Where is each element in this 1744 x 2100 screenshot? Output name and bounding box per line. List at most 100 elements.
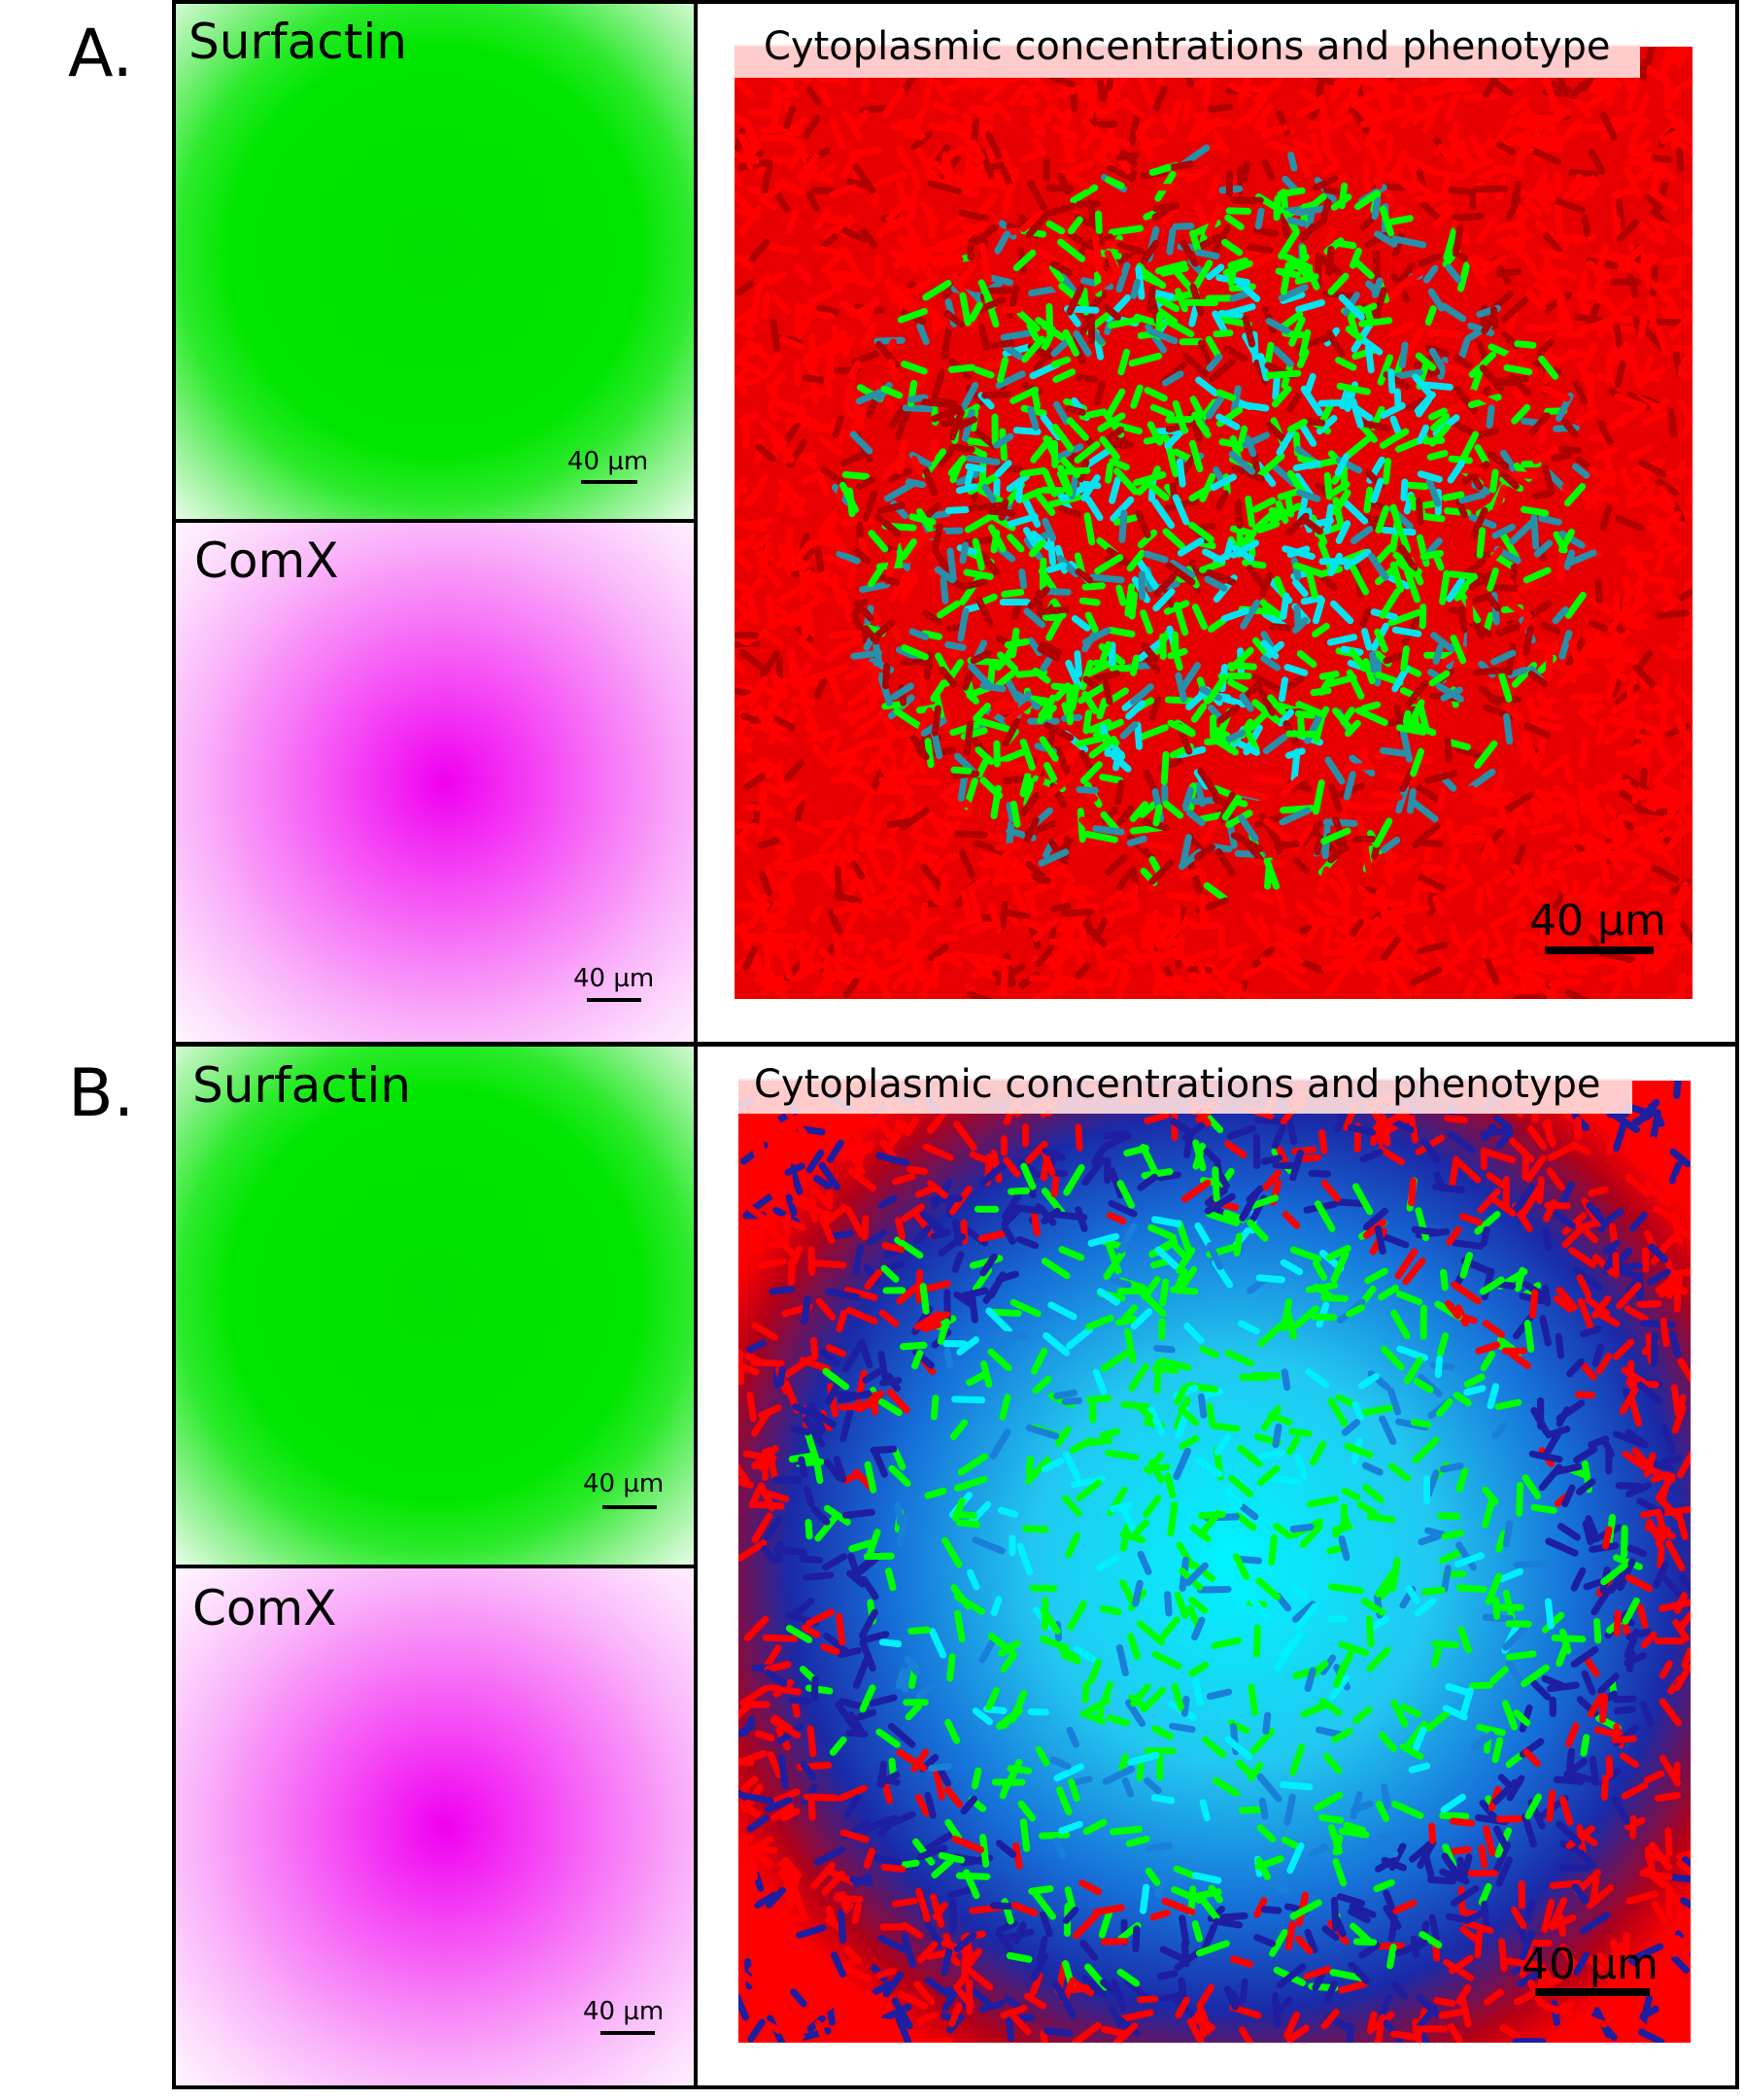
cell-rod [1044,975,1062,999]
cell-rod [1101,1681,1113,1704]
cell-rod [1081,1156,1106,1187]
cell-rod [1536,338,1555,357]
cell-rod [1078,408,1108,420]
cell-rod [893,707,925,731]
cell-rod [1374,628,1388,653]
cell-rod [903,910,924,931]
cell-rod [1612,314,1635,324]
cell-rod [967,1568,980,1591]
cell-rod [846,178,869,189]
cell-rod [1361,841,1374,877]
cell-rod [1107,316,1143,329]
cell-rod [926,157,955,177]
cell-rod [771,294,792,315]
cell-rod [1304,264,1320,291]
cell-rod [806,86,822,106]
cell-rod [1448,455,1473,465]
cell-rod [1543,78,1557,106]
cell-rod [1239,693,1254,712]
cell-rod [1334,453,1351,476]
cell-rod [1335,1198,1369,1208]
cell-rod [1639,825,1652,852]
cell-rod [1312,597,1325,625]
cell-rod [1233,982,1244,999]
cell-rod [1673,1761,1681,1785]
cell-rod [1115,968,1128,999]
cell-rod [1007,868,1032,877]
cell-rod [1521,190,1554,201]
cell-rod [1238,401,1270,412]
cell-rod [738,1789,750,1801]
cell-rod [925,204,937,240]
cell-rod [1052,368,1077,383]
cell-rod [855,389,884,405]
cell-rod [1630,864,1651,878]
cell-rod [1373,964,1397,974]
cell-rod [1558,630,1573,660]
cell-rod [1625,1890,1659,1905]
cell-rod [973,224,999,245]
cell-rod [1383,650,1408,665]
cell-rod [860,227,878,249]
cell-rod [1345,131,1362,152]
panel-a-surfactin-scale-bar [581,480,637,484]
cell-rod [767,601,788,617]
cell-rod [1100,133,1131,149]
cell-rod [987,524,1007,553]
cell-rod [1291,1146,1317,1155]
cell-rod [1238,990,1274,999]
cell-rod [1101,2025,1128,2038]
cell-rod [1493,80,1514,97]
cell-rod [1146,421,1164,446]
cell-rod [1581,1670,1596,1696]
cell-rod [1268,1533,1278,1566]
cell-rod [1453,1156,1482,1184]
cell-rod [1320,962,1353,972]
cell-rod [1561,418,1579,438]
cell-rod [1462,980,1478,999]
cell-rod [1446,739,1471,751]
cell-rod [1351,1400,1364,1422]
cell-rod [864,684,884,698]
cell-rod [790,1988,807,2008]
cell-rod [1431,1639,1460,1649]
cell-rod [1021,335,1045,363]
cell-rod [735,309,755,325]
cell-rod [1343,434,1373,461]
cell-rod [1094,554,1124,575]
cell-rod [915,707,934,738]
cell-rod [828,673,843,706]
cell-rod [805,936,819,959]
cell-rod [1593,814,1612,838]
cell-rod [1156,1171,1181,1182]
cell-rod [1418,198,1443,223]
cell-rod [1519,961,1554,975]
cell-rod [1079,761,1103,784]
cell-rod [1626,546,1636,569]
cell-rod [1179,1434,1200,1450]
cell-rod [814,1515,838,1542]
cell-rod [1602,449,1614,472]
cell-rod [1608,662,1624,687]
cell-rod [1439,569,1451,605]
cell-rod [1079,121,1105,152]
cell-rod [1446,576,1465,602]
cell-rod [1476,216,1498,244]
cell-rod [1445,92,1459,121]
cell-rod [1614,340,1630,361]
cell-rod [1180,867,1203,880]
cell-rod [931,705,941,737]
cell-rod [1158,1358,1192,1371]
cell-rod [902,404,933,413]
cell-rod [804,570,837,587]
cell-rod [1035,947,1052,968]
cell-rod [1416,498,1424,526]
cell-rod [1559,960,1584,968]
cell-rod [1528,147,1561,165]
cell-rod [1498,1567,1524,1583]
cell-rod [1516,138,1534,155]
cell-rod [1642,63,1672,86]
cell-rod [1255,1577,1281,1601]
cell-rod [1064,1886,1077,1915]
cell-rod [1645,1332,1655,1364]
